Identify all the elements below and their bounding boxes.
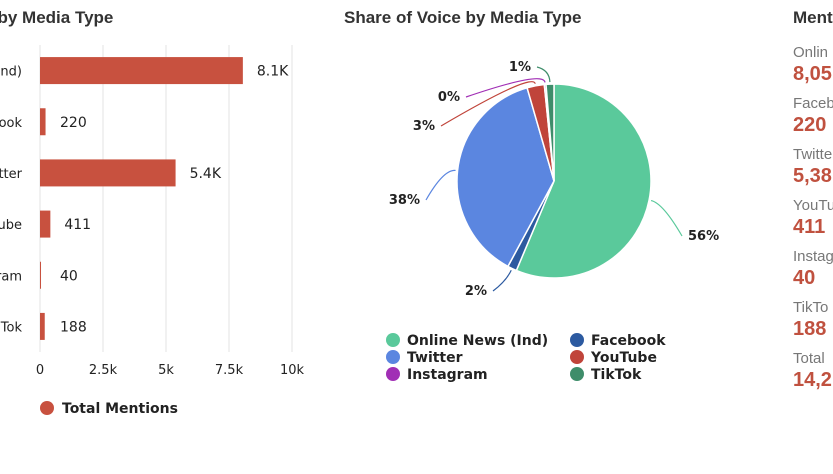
y-tick-label: nd) bbox=[0, 65, 22, 80]
stat-value: 411 bbox=[793, 216, 826, 238]
stat-label: Faceb bbox=[793, 95, 833, 112]
legend-marker bbox=[386, 333, 400, 347]
pie-connector bbox=[465, 78, 546, 98]
x-tick-label: 10k bbox=[280, 363, 305, 378]
pie-slice-label: 0% bbox=[438, 90, 460, 105]
bar bbox=[40, 57, 243, 85]
bar-data-label: 40 bbox=[60, 268, 78, 284]
stat-value: 14,2 bbox=[793, 369, 832, 391]
y-tick-label: ook bbox=[0, 116, 22, 131]
legend-marker bbox=[570, 350, 584, 364]
y-tick-label: tter bbox=[0, 167, 23, 182]
bar-data-label: 220 bbox=[60, 115, 87, 131]
pie-slice bbox=[515, 83, 652, 279]
pie-slice bbox=[456, 86, 555, 268]
stat-item: YouTu 411 bbox=[793, 197, 833, 239]
legend-marker bbox=[570, 333, 584, 347]
stat-value: 40 bbox=[793, 267, 816, 289]
stat-label: YouTu bbox=[793, 197, 833, 214]
x-tick-label: 5k bbox=[158, 363, 174, 378]
pie-slice-label: 1% bbox=[509, 60, 531, 75]
bar bbox=[40, 261, 42, 289]
x-tick-label: 7.5k bbox=[215, 363, 244, 378]
stats-panel-title: Ment bbox=[793, 8, 833, 27]
y-tick-label: Tok bbox=[0, 320, 22, 335]
stat-item: Total 14,2 bbox=[793, 350, 832, 392]
pie-connector bbox=[492, 270, 512, 292]
y-tick-label: ram bbox=[0, 269, 22, 284]
bar bbox=[40, 108, 46, 136]
legend-marker bbox=[386, 367, 400, 381]
pie-slice-label: 56% bbox=[688, 229, 719, 244]
stat-item: Onlin 8,05 bbox=[793, 44, 832, 86]
x-tick-label: 0 bbox=[36, 363, 44, 378]
stat-item: Twitte 5,38 bbox=[793, 146, 832, 188]
stat-value: 8,05 bbox=[793, 63, 832, 85]
legend-label: Online News (Ind) bbox=[407, 333, 548, 349]
stat-item: TikTo 188 bbox=[793, 299, 828, 341]
bar bbox=[40, 312, 45, 340]
pie-slice bbox=[545, 83, 555, 182]
y-tick-label: ube bbox=[0, 218, 22, 233]
pie-connector bbox=[425, 169, 456, 201]
legend-label: TikTok bbox=[591, 367, 642, 383]
bar-chart: 0 2.5k 5k 7.5k 10k nd) 8.1K ook 220 tter 5.4K ube 41… bbox=[0, 45, 305, 417]
pie-slice-label: 2% bbox=[465, 284, 487, 299]
stat-item: Instag 40 bbox=[793, 248, 833, 290]
stat-item: Faceb 220 bbox=[793, 95, 833, 137]
bar-data-label: 411 bbox=[64, 217, 91, 233]
bar bbox=[40, 210, 51, 238]
stat-label: Instag bbox=[793, 248, 833, 265]
pie-chart-title: Share of Voice by Media Type bbox=[344, 8, 582, 27]
legend-label: Twitter bbox=[407, 350, 463, 366]
bar-chart-title: on by Media Type bbox=[0, 8, 114, 27]
stat-value: 188 bbox=[793, 318, 827, 340]
bar-data-label: 8.1K bbox=[257, 64, 289, 80]
stat-value: 220 bbox=[793, 114, 827, 136]
pie-slice-label: 3% bbox=[413, 119, 435, 134]
legend-marker bbox=[570, 367, 584, 381]
pie-connector bbox=[440, 81, 536, 127]
bar bbox=[40, 159, 176, 187]
legend-marker bbox=[40, 401, 54, 415]
pie-connector bbox=[650, 199, 683, 237]
bar-data-label: 188 bbox=[60, 319, 87, 335]
legend-label: Facebook bbox=[591, 333, 666, 349]
stat-label: TikTo bbox=[793, 299, 829, 316]
stat-value: 5,38 bbox=[793, 165, 832, 187]
stat-label: Onlin bbox=[793, 44, 829, 61]
x-tick-label: 2.5k bbox=[89, 363, 118, 378]
bar-data-label: 5.4K bbox=[190, 166, 222, 182]
legend-label: YouTube bbox=[590, 350, 657, 366]
pie-connector bbox=[536, 66, 551, 83]
stat-label: Twitte bbox=[793, 146, 833, 163]
legend-label: Total Mentions bbox=[62, 401, 178, 417]
legend-label: Instagram bbox=[407, 367, 488, 383]
pie-slice-label: 38% bbox=[389, 193, 420, 208]
stat-label: Total bbox=[793, 350, 825, 367]
legend-marker bbox=[386, 350, 400, 364]
